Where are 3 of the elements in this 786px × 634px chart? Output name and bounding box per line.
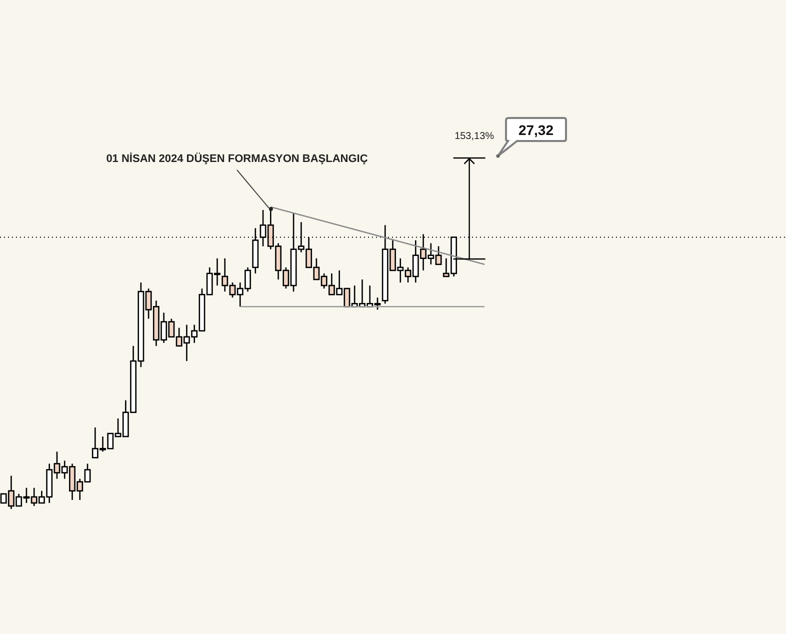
text: 27,32 — [518, 122, 554, 138]
text: 01 NİSAN 2024 DÜŞEN FORMASYON BAŞLANGIÇ — [106, 152, 368, 165]
text: 153,13% — [454, 131, 494, 142]
